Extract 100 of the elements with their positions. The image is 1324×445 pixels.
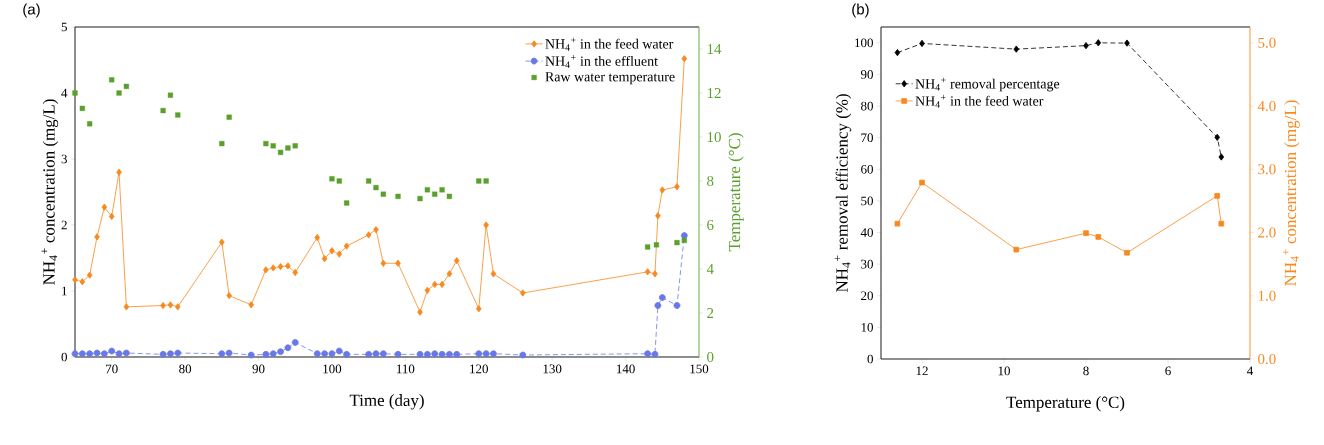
point xyxy=(644,350,651,358)
y2-tick-label: 2.0 xyxy=(1258,227,1276,238)
point xyxy=(219,238,225,246)
point xyxy=(218,350,226,358)
point xyxy=(439,280,445,288)
point xyxy=(167,301,174,309)
y2-tick-label: 6 xyxy=(707,219,714,231)
point xyxy=(379,350,387,358)
point xyxy=(335,347,343,355)
x-tick-label: 80 xyxy=(179,364,192,374)
point xyxy=(475,350,483,358)
point xyxy=(270,143,276,149)
point xyxy=(292,268,299,277)
legend-label: NH$_{4}$$^{+}$ in the effluent xyxy=(545,54,658,68)
y-tick-label: 30 xyxy=(861,259,873,269)
point xyxy=(336,250,343,258)
y2-tick-label: 0.0 xyxy=(1258,353,1276,365)
point xyxy=(328,350,336,358)
x-tick-label: 120 xyxy=(470,364,488,374)
y-axis-title: NH$_{4}$$^{+}$ removal efficiency (%) xyxy=(834,94,852,293)
point xyxy=(116,90,122,96)
point xyxy=(1013,45,1020,53)
point xyxy=(248,301,254,309)
point xyxy=(1095,234,1102,240)
point xyxy=(365,231,372,239)
point xyxy=(94,233,100,241)
y-tick-label: 90 xyxy=(860,70,873,79)
y2-axis-title: Temperature (°C) xyxy=(728,133,744,252)
point xyxy=(658,294,666,301)
point xyxy=(380,259,387,267)
point xyxy=(108,212,115,221)
point xyxy=(329,247,335,255)
point xyxy=(285,262,291,270)
chart-title: (b) xyxy=(852,3,869,18)
point xyxy=(446,350,453,358)
point xyxy=(226,114,232,120)
x-tick-label: 90 xyxy=(252,364,265,374)
x-tick-label: 140 xyxy=(617,364,635,374)
point xyxy=(313,350,321,358)
point xyxy=(159,350,167,358)
point xyxy=(1214,133,1220,141)
point xyxy=(475,305,482,313)
point xyxy=(1214,193,1220,199)
y2-tick-label: 4.0 xyxy=(1257,100,1276,112)
y2-tick-label: 5.0 xyxy=(1258,37,1276,48)
point xyxy=(291,339,299,346)
point xyxy=(366,178,372,184)
point xyxy=(520,289,526,297)
point xyxy=(123,303,130,311)
point xyxy=(644,268,651,276)
legend-label: Raw water temperature xyxy=(545,72,675,85)
point xyxy=(680,232,688,239)
x-tick-label: 110 xyxy=(397,364,415,374)
point xyxy=(93,349,101,357)
point xyxy=(100,350,108,358)
chart-title: (a) xyxy=(23,3,40,18)
point xyxy=(123,349,130,357)
point xyxy=(653,242,660,248)
point xyxy=(167,350,174,358)
point xyxy=(654,302,662,309)
point xyxy=(446,270,453,278)
point xyxy=(395,193,401,199)
point xyxy=(336,178,342,184)
point xyxy=(373,226,379,234)
y-tick-label: 20 xyxy=(861,291,873,301)
point xyxy=(431,350,439,358)
point xyxy=(438,350,446,358)
y-tick-label: 0 xyxy=(61,352,67,362)
point xyxy=(174,349,182,357)
legend-label: NH$_{4}$$^{+}$ in the feed water xyxy=(915,94,1044,108)
point xyxy=(87,121,93,127)
y2-axis-title: NH$_{4}$$^{+}$ concentration (mg/L) xyxy=(1283,100,1300,286)
point xyxy=(247,351,255,359)
y-tick-label: 0 xyxy=(867,354,873,364)
point xyxy=(395,259,401,267)
x-tick-label: 10 xyxy=(998,366,1010,376)
point xyxy=(380,191,386,197)
point xyxy=(1124,39,1130,47)
point xyxy=(1218,153,1225,161)
point xyxy=(894,220,901,227)
point xyxy=(174,303,181,311)
point xyxy=(519,351,527,359)
point xyxy=(416,350,424,358)
point xyxy=(1124,249,1130,256)
point xyxy=(424,286,431,294)
point xyxy=(123,83,129,89)
x-tick-label: 4 xyxy=(1247,366,1254,376)
point xyxy=(277,348,284,356)
point xyxy=(292,143,298,149)
point xyxy=(79,278,86,286)
point xyxy=(372,350,380,358)
point xyxy=(321,350,328,358)
x-tick-label: 150 xyxy=(690,364,709,374)
y-tick-label: 100 xyxy=(855,38,873,48)
x-tick-label: 130 xyxy=(543,364,562,374)
point xyxy=(226,292,232,300)
point xyxy=(483,178,489,184)
y-tick-label: 10 xyxy=(861,323,873,332)
point xyxy=(453,350,461,358)
point xyxy=(424,187,430,193)
